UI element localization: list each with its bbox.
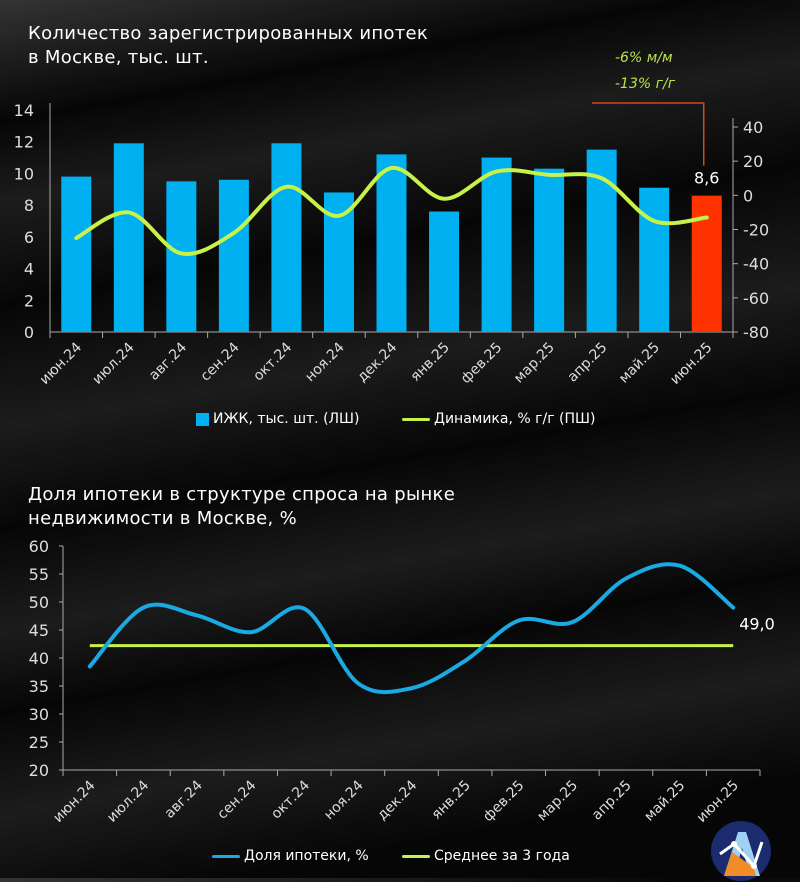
x-tick-label: янв.25: [408, 340, 453, 385]
x-tick-label: май.25: [616, 340, 663, 387]
x-tick-label: июн.25: [667, 340, 715, 388]
legend-label: Среднее за 3 года: [434, 848, 570, 864]
right-tick-label: -40: [743, 255, 769, 274]
y-tick-label: 55: [29, 565, 49, 584]
x-tick-label: сен.24: [214, 777, 259, 822]
legend-bar-swatch: [196, 412, 209, 426]
left-tick-label: 8: [24, 196, 34, 215]
x-tick-label: дек.24: [354, 339, 400, 385]
bar: [376, 154, 407, 332]
right-tick-label: 0: [743, 186, 753, 205]
bar: [429, 211, 460, 332]
bar: [113, 143, 144, 332]
x-tick-label: апр.25: [565, 340, 611, 386]
bar: [534, 168, 565, 332]
bar: [639, 187, 670, 332]
left-tick-label: 10: [14, 164, 34, 183]
yoy-line: [74, 165, 709, 256]
bar: [166, 181, 197, 332]
chart2-legend-average: Среднее за 3 года: [402, 848, 570, 864]
chart2-title-line: Доля ипотеки в структуре спроса на рынке: [28, 484, 456, 505]
y-tick-label: 50: [29, 593, 49, 612]
x-tick-label: фев.25: [480, 778, 527, 825]
x-tick-label: июн.25: [694, 778, 742, 826]
x-tick-label: июн.24: [37, 339, 85, 387]
x-tick-label: июл.24: [89, 339, 137, 387]
right-tick-label: -80: [743, 323, 769, 342]
legend-label: ИЖК, тыс. шт. (ЛШ): [213, 411, 360, 427]
brand-logo-icon: [711, 821, 771, 881]
mom-annotation: -6% м/м: [615, 50, 673, 66]
y-tick-label: 60: [29, 537, 49, 556]
chart1-title-line: Количество зарегистрированных ипотек: [28, 23, 429, 44]
y-tick-label: 20: [29, 761, 49, 780]
bar: [271, 143, 302, 332]
y-tick-label: 30: [29, 705, 49, 724]
right-tick-label: -60: [743, 289, 769, 308]
legend-line-swatch: [402, 854, 430, 858]
x-tick-label: июл.24: [104, 777, 152, 825]
legend-label: Доля ипотеки, %: [244, 848, 369, 864]
right-tick-label: 40: [743, 118, 763, 137]
x-tick-label: ноя.24: [321, 777, 367, 823]
x-tick-label: мар.25: [511, 340, 558, 387]
last-bar-data-label: 8,6: [694, 169, 719, 188]
bar: [481, 157, 512, 332]
right-tick-label: -20: [743, 221, 769, 240]
chart2-title: Доля ипотеки в структуре спроса на рынке…: [28, 483, 455, 531]
bar: [218, 179, 249, 332]
chart2-title-line: недвижимости в Москве, %: [28, 508, 297, 529]
x-tick-label: авг.24: [146, 339, 190, 383]
x-tick-label: июн.24: [50, 777, 98, 825]
x-tick-label: фев.25: [458, 340, 505, 387]
left-tick-label: 4: [24, 260, 34, 279]
y-tick-label: 35: [29, 677, 49, 696]
mortgage-share-line: [87, 562, 736, 695]
left-tick-label: 0: [24, 323, 34, 342]
legend-line-swatch: [212, 854, 240, 858]
last-point-data-label: 49,0: [739, 615, 775, 634]
annotation-connector: [592, 102, 705, 166]
left-tick-label: 2: [24, 291, 34, 310]
legend-label: Динамика, % г/г (ПШ): [434, 411, 596, 427]
x-tick-label: янв.25: [429, 778, 474, 823]
chart2-legend-share: Доля ипотеки, %: [212, 848, 369, 864]
x-tick-label: окт.24: [250, 339, 295, 384]
x-tick-label: ноя.24: [302, 339, 348, 385]
x-tick-label: окт.24: [268, 777, 313, 822]
chart1-title: Количество зарегистрированных ипотек в М…: [28, 22, 428, 70]
x-tick-label: дек.24: [374, 777, 420, 823]
chart1-title-line: в Москве, тыс. шт.: [28, 47, 209, 68]
y-tick-label: 45: [29, 621, 49, 640]
legend-line-swatch: [402, 417, 430, 421]
x-tick-label: мар.25: [534, 778, 581, 825]
left-tick-label: 6: [24, 228, 34, 247]
x-tick-label: май.25: [641, 778, 688, 825]
right-tick-label: 20: [743, 152, 763, 171]
yoy-annotation: -13% г/г: [615, 76, 676, 92]
y-tick-label: 40: [29, 649, 49, 668]
chart1-legend-line: Динамика, % г/г (ПШ): [402, 411, 595, 427]
bar: [61, 176, 92, 332]
y-tick-label: 25: [29, 733, 49, 752]
x-tick-label: апр.25: [589, 778, 635, 824]
x-tick-label: сен.24: [198, 339, 243, 384]
left-tick-label: 14: [14, 101, 34, 120]
left-tick-label: 12: [14, 133, 34, 152]
x-tick-label: авг.24: [162, 777, 206, 821]
chart1-legend-bars: ИЖК, тыс. шт. (ЛШ): [196, 411, 360, 427]
